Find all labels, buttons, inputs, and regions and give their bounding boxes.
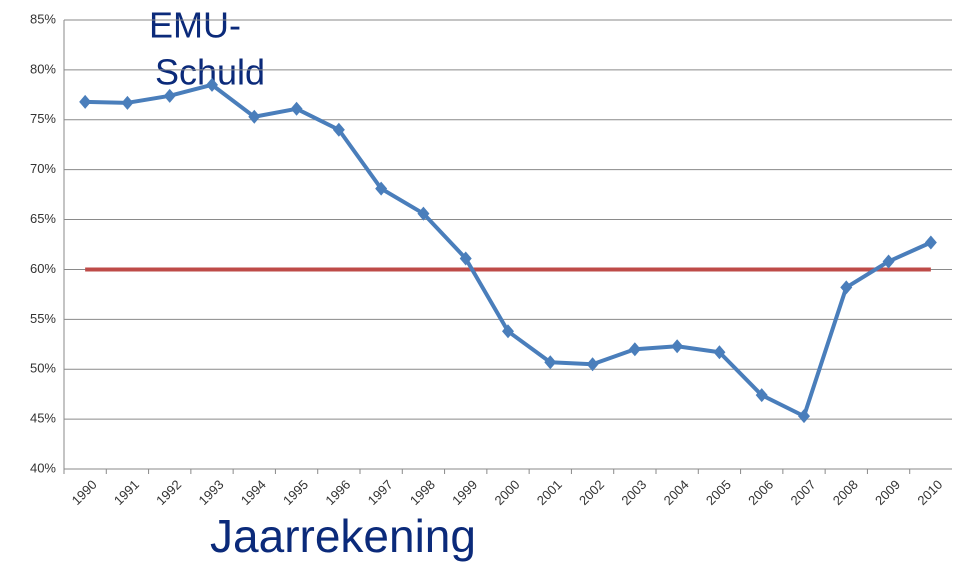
x-tick-label: 2003 [618, 477, 649, 508]
x-tick-label: 1994 [238, 477, 269, 508]
marker [121, 96, 133, 110]
y-tick-label: 40% [30, 460, 56, 475]
x-tick-label: 2010 [914, 477, 945, 508]
x-tick-label: 1993 [195, 477, 226, 508]
x-tick-label: 1997 [365, 477, 396, 508]
x-tick-label: 2002 [576, 477, 607, 508]
x-tick-label: 1998 [407, 477, 438, 508]
x-tick-label: 2005 [703, 477, 734, 508]
x-tick-label: 1999 [449, 477, 480, 508]
x-tick-label: 1991 [111, 477, 142, 508]
y-tick-label: 75% [30, 111, 56, 126]
y-tick-label: 80% [30, 61, 56, 76]
marker [79, 95, 91, 109]
x-tick-label: 1992 [153, 477, 184, 508]
x-tick-label: 2008 [830, 477, 861, 508]
x-tick-label: 1995 [280, 477, 311, 508]
y-tick-label: 55% [30, 311, 56, 326]
x-tick-label: 2007 [787, 477, 818, 508]
x-tick-label: 2004 [661, 477, 692, 508]
y-tick-label: 45% [30, 411, 56, 426]
x-tick-label: 1990 [69, 477, 100, 508]
x-tick-label: 2006 [745, 477, 776, 508]
marker [925, 236, 937, 250]
y-tick-label: 50% [30, 361, 56, 376]
data-line [85, 85, 931, 416]
marker [629, 342, 641, 356]
marker [798, 409, 810, 423]
chart-title: EMU- [149, 5, 241, 46]
x-tick-label: 2009 [872, 477, 903, 508]
x-tick-label: 1996 [322, 477, 353, 508]
y-tick-label: 65% [30, 211, 56, 226]
y-tick-label: 85% [30, 11, 56, 26]
marker [291, 102, 303, 116]
x-axis-label: Jaarrekening [210, 510, 476, 562]
y-tick-label: 60% [30, 261, 56, 276]
x-tick-label: 2001 [534, 477, 565, 508]
y-tick-label: 70% [30, 161, 56, 176]
marker [671, 339, 683, 353]
x-tick-label: 2000 [491, 477, 522, 508]
chart: EMU- Schuld Jaarrekening 40%45%50%55%60%… [0, 0, 955, 565]
